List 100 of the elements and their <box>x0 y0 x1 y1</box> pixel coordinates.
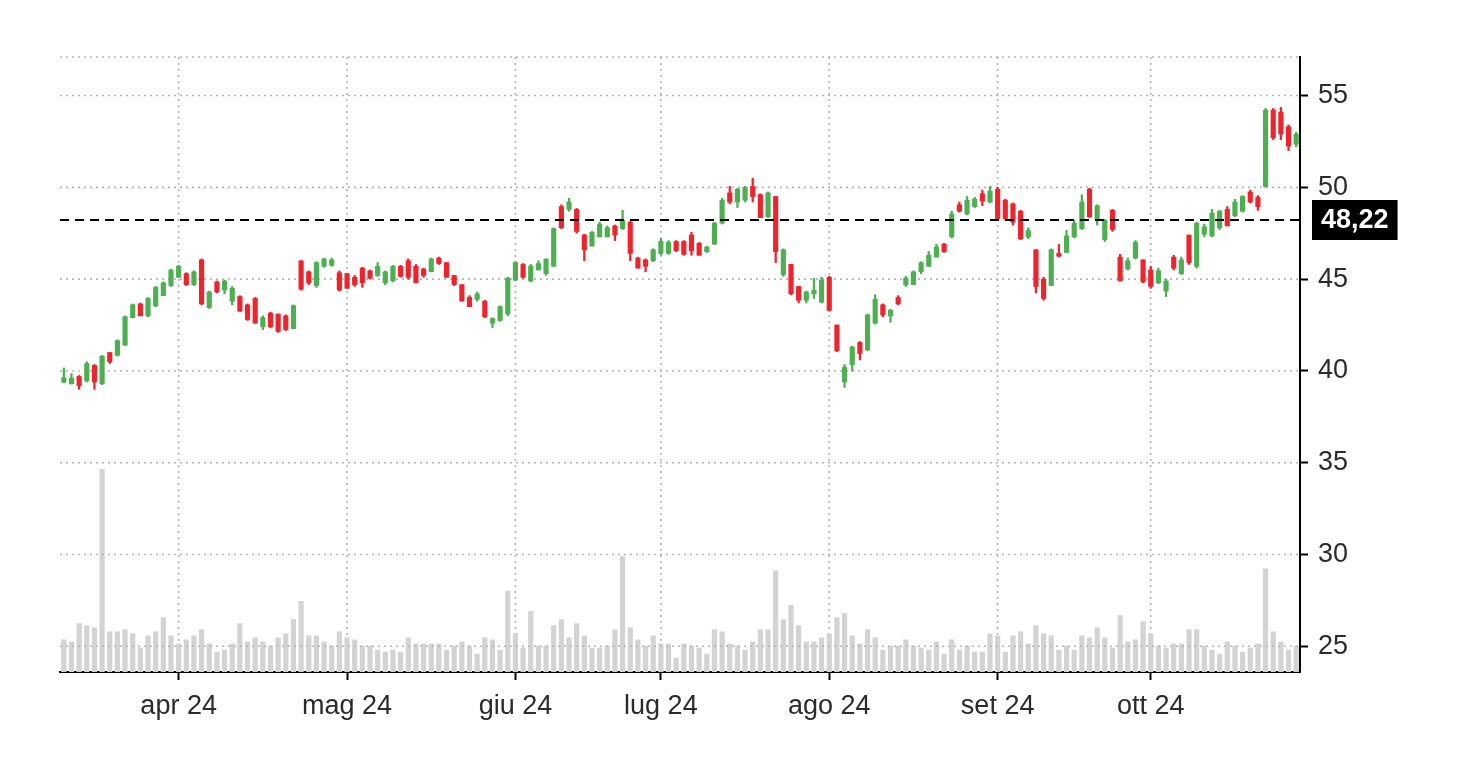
bar <box>1086 637 1093 672</box>
bar <box>512 633 519 672</box>
bar <box>375 649 381 672</box>
bar <box>1278 641 1284 672</box>
bar <box>987 633 993 672</box>
bar <box>681 643 687 672</box>
bar <box>1079 635 1085 672</box>
bar <box>84 625 90 672</box>
bar <box>903 639 909 672</box>
bar <box>1140 621 1146 672</box>
bar <box>910 645 917 672</box>
bar <box>1171 643 1177 672</box>
bar <box>451 645 457 672</box>
bar <box>887 645 894 672</box>
y-tick-label: 45 <box>1318 262 1349 293</box>
bar <box>260 641 266 672</box>
bar <box>811 641 817 672</box>
bar <box>1293 645 1299 672</box>
bar <box>757 629 763 672</box>
bar <box>1040 633 1047 672</box>
bar <box>727 643 733 672</box>
bar <box>864 629 871 672</box>
y-tick-label: 50 <box>1318 170 1349 201</box>
bar <box>1117 615 1123 672</box>
bar <box>313 635 320 672</box>
bar <box>329 645 335 672</box>
bar <box>711 629 718 672</box>
bar <box>857 643 863 672</box>
bar <box>137 647 143 672</box>
bar <box>765 629 771 672</box>
bar <box>1247 647 1253 672</box>
bar <box>1094 627 1100 672</box>
bar <box>76 623 82 672</box>
bar <box>474 653 480 672</box>
ref-line-label: 48,22 <box>1320 204 1389 235</box>
bar <box>199 629 205 672</box>
bar <box>734 645 741 672</box>
x-tick-label: lug 24 <box>624 689 698 720</box>
bar <box>956 649 962 672</box>
bar <box>773 570 779 672</box>
bar <box>382 651 388 672</box>
bar <box>1002 651 1008 672</box>
bar <box>880 649 886 672</box>
bar <box>1048 635 1054 672</box>
bar <box>574 623 580 672</box>
bar <box>99 469 105 672</box>
bar <box>1148 633 1154 672</box>
bar <box>1010 635 1016 672</box>
x-tick-label: ago 24 <box>787 689 871 720</box>
bar <box>298 600 304 672</box>
bar <box>244 641 251 672</box>
bar <box>941 653 947 672</box>
bar <box>466 645 473 672</box>
bar <box>390 649 396 672</box>
bar <box>612 629 618 672</box>
bar <box>145 635 151 672</box>
bar <box>696 647 702 672</box>
bar <box>398 651 404 672</box>
bar <box>1109 647 1116 672</box>
bar <box>635 639 641 672</box>
bar <box>803 641 809 672</box>
bar <box>191 635 197 672</box>
bar <box>543 645 549 672</box>
bar <box>627 627 633 672</box>
bar <box>1232 645 1238 672</box>
bar <box>1262 568 1269 672</box>
bar <box>306 635 312 672</box>
bar <box>566 637 572 672</box>
bar <box>91 627 98 672</box>
bar <box>413 643 419 672</box>
bar <box>872 637 878 672</box>
bar <box>849 635 855 672</box>
x-tick-label: ott 24 <box>1116 689 1185 720</box>
bar <box>352 639 358 672</box>
bar <box>1125 641 1131 672</box>
bar <box>275 637 281 672</box>
bar <box>780 619 786 672</box>
bar <box>336 631 342 672</box>
bar <box>665 643 672 672</box>
bar <box>130 633 136 672</box>
bar <box>604 645 610 672</box>
bar <box>742 649 748 672</box>
bar <box>367 645 373 672</box>
bar <box>1155 645 1161 672</box>
bar <box>658 643 664 672</box>
bar <box>1201 645 1207 672</box>
bar <box>1056 649 1062 672</box>
bar <box>1217 653 1223 672</box>
bar <box>160 617 166 672</box>
bar <box>926 649 932 672</box>
y-tick-label: 35 <box>1318 446 1349 477</box>
bar <box>359 645 365 672</box>
bar <box>497 649 503 672</box>
bar <box>176 643 182 672</box>
bar <box>229 643 235 672</box>
bar <box>979 651 985 672</box>
bar <box>673 657 679 672</box>
bar <box>505 590 511 672</box>
bar <box>283 633 289 672</box>
bar <box>826 633 832 672</box>
